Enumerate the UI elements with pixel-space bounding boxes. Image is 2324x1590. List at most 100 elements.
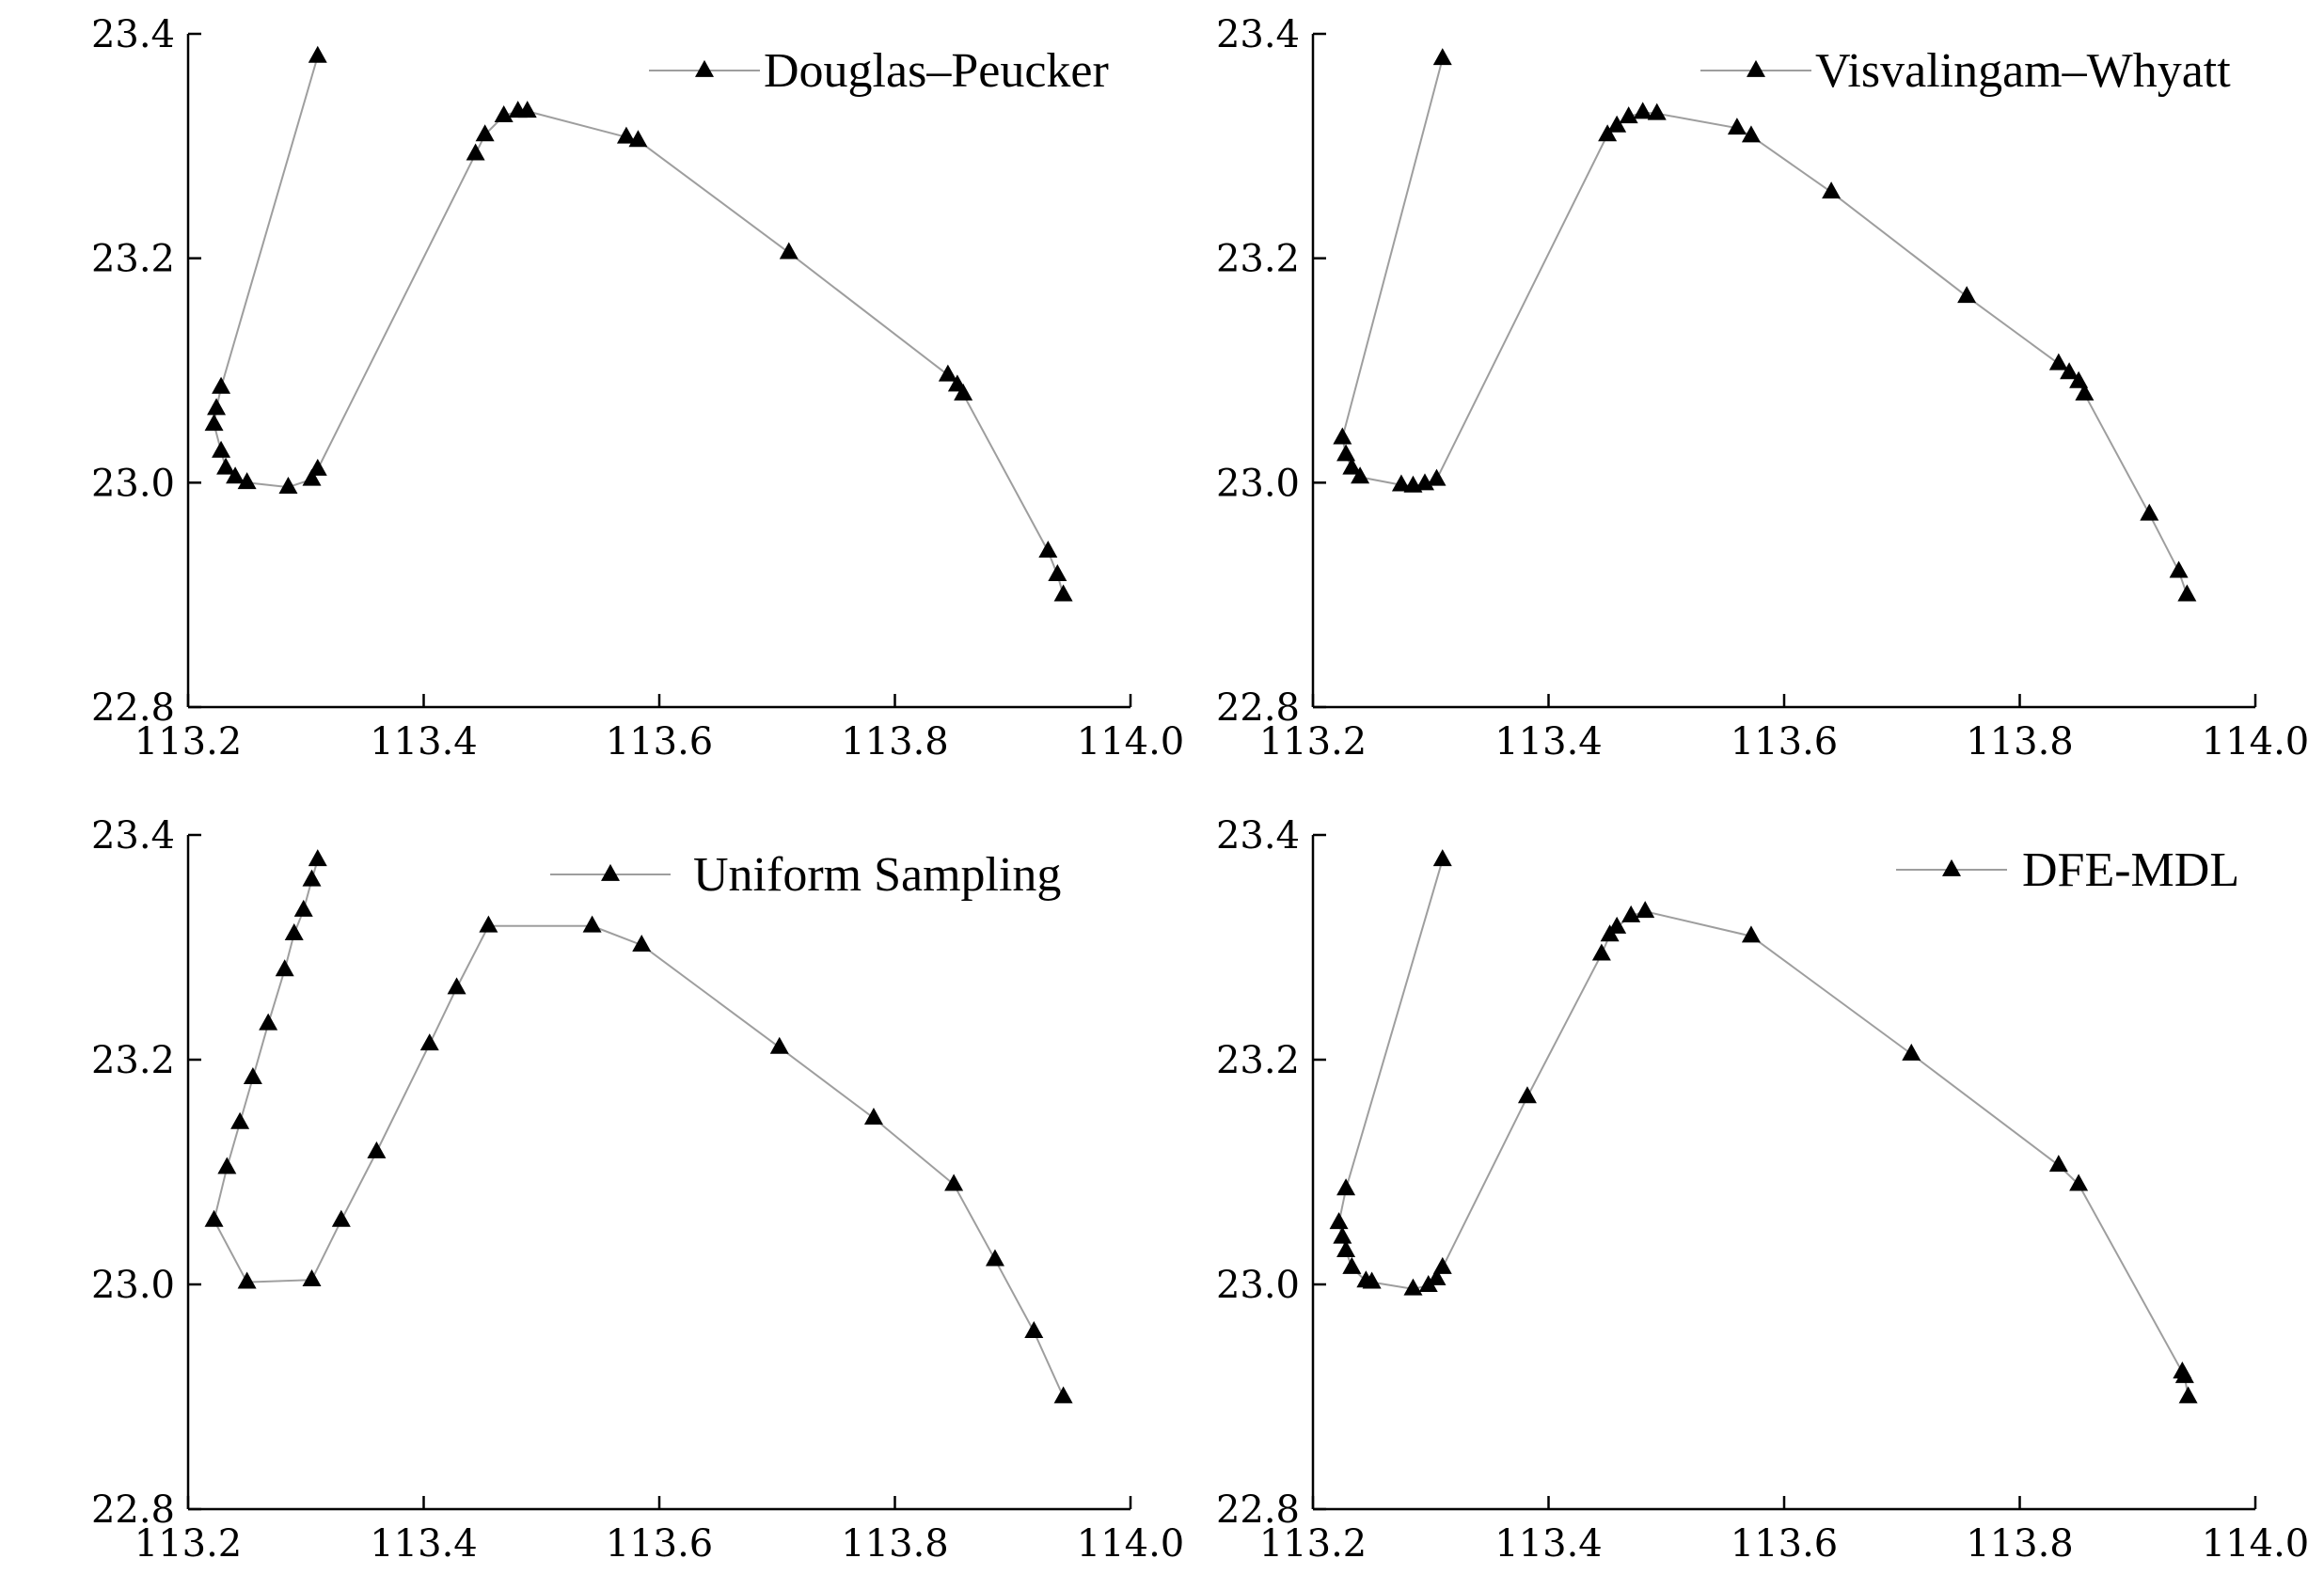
- y-tick-label: 22.8: [1216, 1488, 1300, 1532]
- data-point-marker: [582, 915, 602, 933]
- data-point-marker: [2060, 362, 2079, 380]
- legend: DFE-MDL: [1896, 843, 2239, 897]
- data-point-marker: [243, 1066, 262, 1084]
- x-tick-label: 113.4: [1494, 1522, 1603, 1566]
- data-point-marker: [293, 899, 313, 917]
- legend-label: Douglas–Peucker: [764, 44, 1109, 98]
- x-tick-label: 114.0: [2202, 720, 2310, 764]
- series-line: [1337, 859, 2190, 1397]
- data-point-marker: [1342, 1256, 1362, 1274]
- data-point-marker: [212, 440, 231, 458]
- data-point-marker: [1647, 102, 1667, 120]
- y-tick-label: 23.2: [91, 1039, 175, 1082]
- data-point-marker: [1351, 466, 1370, 484]
- data-point-marker: [216, 457, 236, 475]
- data-point-marker: [204, 414, 224, 432]
- data-point-marker: [2177, 584, 2197, 602]
- data-point-marker: [466, 143, 485, 161]
- x-tick-label: 113.2: [1259, 1522, 1368, 1566]
- data-point-marker: [1619, 106, 1638, 124]
- legend: Douglas–Peucker: [649, 44, 1109, 98]
- x-tick-label: 113.8: [841, 720, 949, 764]
- data-point-marker: [1607, 916, 1627, 934]
- x-tick-label: 113.2: [1259, 720, 1368, 764]
- data-point-marker: [479, 915, 498, 933]
- y-tick-label: 23.4: [1216, 814, 1300, 858]
- data-point-marker: [2169, 560, 2189, 578]
- data-point-marker: [302, 869, 322, 887]
- data-point-marker: [1517, 1086, 1537, 1104]
- data-point-marker: [1053, 1386, 1073, 1404]
- data-point-marker: [1342, 457, 1362, 475]
- legend-label: DFE-MDL: [2022, 843, 2239, 897]
- panel-3: 22.8 23.0 23.2 23.4 113.2 113.4 113.6 113.8 114.…: [91, 814, 1184, 1566]
- legend-marker: [601, 863, 620, 881]
- y-tick-label: 23.0: [1216, 462, 1300, 505]
- legend: Uniform Sampling: [550, 848, 1061, 902]
- x-tick-label: 113.6: [606, 720, 714, 764]
- data-point-marker: [1432, 849, 1452, 867]
- data-point-marker: [2069, 370, 2089, 388]
- data-point-marker: [616, 126, 636, 144]
- x-tick-label: 113.2: [134, 720, 243, 764]
- data-point-marker: [1598, 124, 1618, 142]
- data-point-marker: [302, 1269, 322, 1287]
- data-point-marker: [419, 1033, 439, 1051]
- legend: Visvalingam–Whyatt: [1700, 44, 2231, 98]
- data-point-marker: [769, 1036, 789, 1054]
- y-tick-label: 23.4: [91, 814, 175, 858]
- x-tick-label: 113.2: [134, 1522, 243, 1566]
- data-point-marker: [1727, 118, 1747, 135]
- data-point-marker: [204, 1209, 224, 1227]
- data-point-marker: [331, 1209, 351, 1227]
- panel-1: 22.8 23.0 23.2 23.4 113.2 113.4 113.6 113.8 114.…: [91, 13, 1184, 764]
- legend-label: Visvalingam–Whyatt: [1815, 44, 2231, 98]
- data-point-marker: [1957, 286, 1977, 304]
- data-point-marker: [302, 468, 322, 486]
- x-tick-label: 114.0: [1077, 1522, 1185, 1566]
- y-tick-label: 23.4: [91, 13, 175, 56]
- data-point-marker: [1336, 1239, 1356, 1257]
- data-point-marker: [1403, 1278, 1423, 1296]
- data-point-marker: [1362, 1271, 1382, 1289]
- data-point-marker: [2174, 1365, 2194, 1383]
- data-point-marker: [230, 1111, 250, 1129]
- data-point-marker: [1427, 1267, 1447, 1285]
- data-point-marker: [2069, 1173, 2089, 1191]
- data-point-marker: [1336, 444, 1356, 462]
- data-point-marker: [367, 1141, 387, 1158]
- data-point-marker: [1048, 564, 1067, 582]
- y-tick-label: 23.0: [1216, 1264, 1300, 1307]
- data-point-marker: [494, 104, 514, 122]
- y-tick-label: 23.4: [1216, 13, 1300, 56]
- data-point-marker: [779, 242, 798, 260]
- data-point-marker: [278, 476, 298, 494]
- y-tick-label: 23.0: [91, 1264, 175, 1307]
- x-tick-label: 113.6: [606, 1522, 714, 1566]
- data-point-marker: [207, 398, 227, 416]
- data-point-marker: [632, 934, 652, 952]
- data-point-marker: [259, 1013, 278, 1031]
- legend-marker: [1747, 59, 1765, 77]
- panel-2: 22.8 23.0 23.2 23.4 113.2 113.4 113.6 113.8 114.…: [1216, 13, 2309, 764]
- data-point-marker: [1636, 901, 1655, 919]
- data-point-marker: [1038, 540, 1058, 558]
- y-tick-label: 22.8: [91, 686, 175, 730]
- data-point-marker: [284, 923, 304, 940]
- data-point-marker: [2140, 503, 2159, 521]
- data-point-marker: [1741, 925, 1761, 943]
- data-point-marker: [226, 466, 245, 484]
- data-point-marker: [1427, 468, 1447, 486]
- y-tick-label: 23.2: [91, 238, 175, 281]
- panel-4: 22.8 23.0 23.2 23.4 113.2 113.4 113.6 113.8 114.…: [1216, 814, 2309, 1566]
- data-point-marker: [2075, 383, 2095, 401]
- data-point-marker: [237, 1271, 257, 1289]
- data-point-marker: [944, 1173, 964, 1191]
- data-point-marker: [1391, 474, 1411, 492]
- data-point-marker: [308, 849, 327, 867]
- y-tick-label: 22.8: [1216, 686, 1300, 730]
- data-point-marker: [475, 124, 495, 142]
- data-point-marker: [863, 1107, 883, 1125]
- legend-marker: [695, 59, 714, 77]
